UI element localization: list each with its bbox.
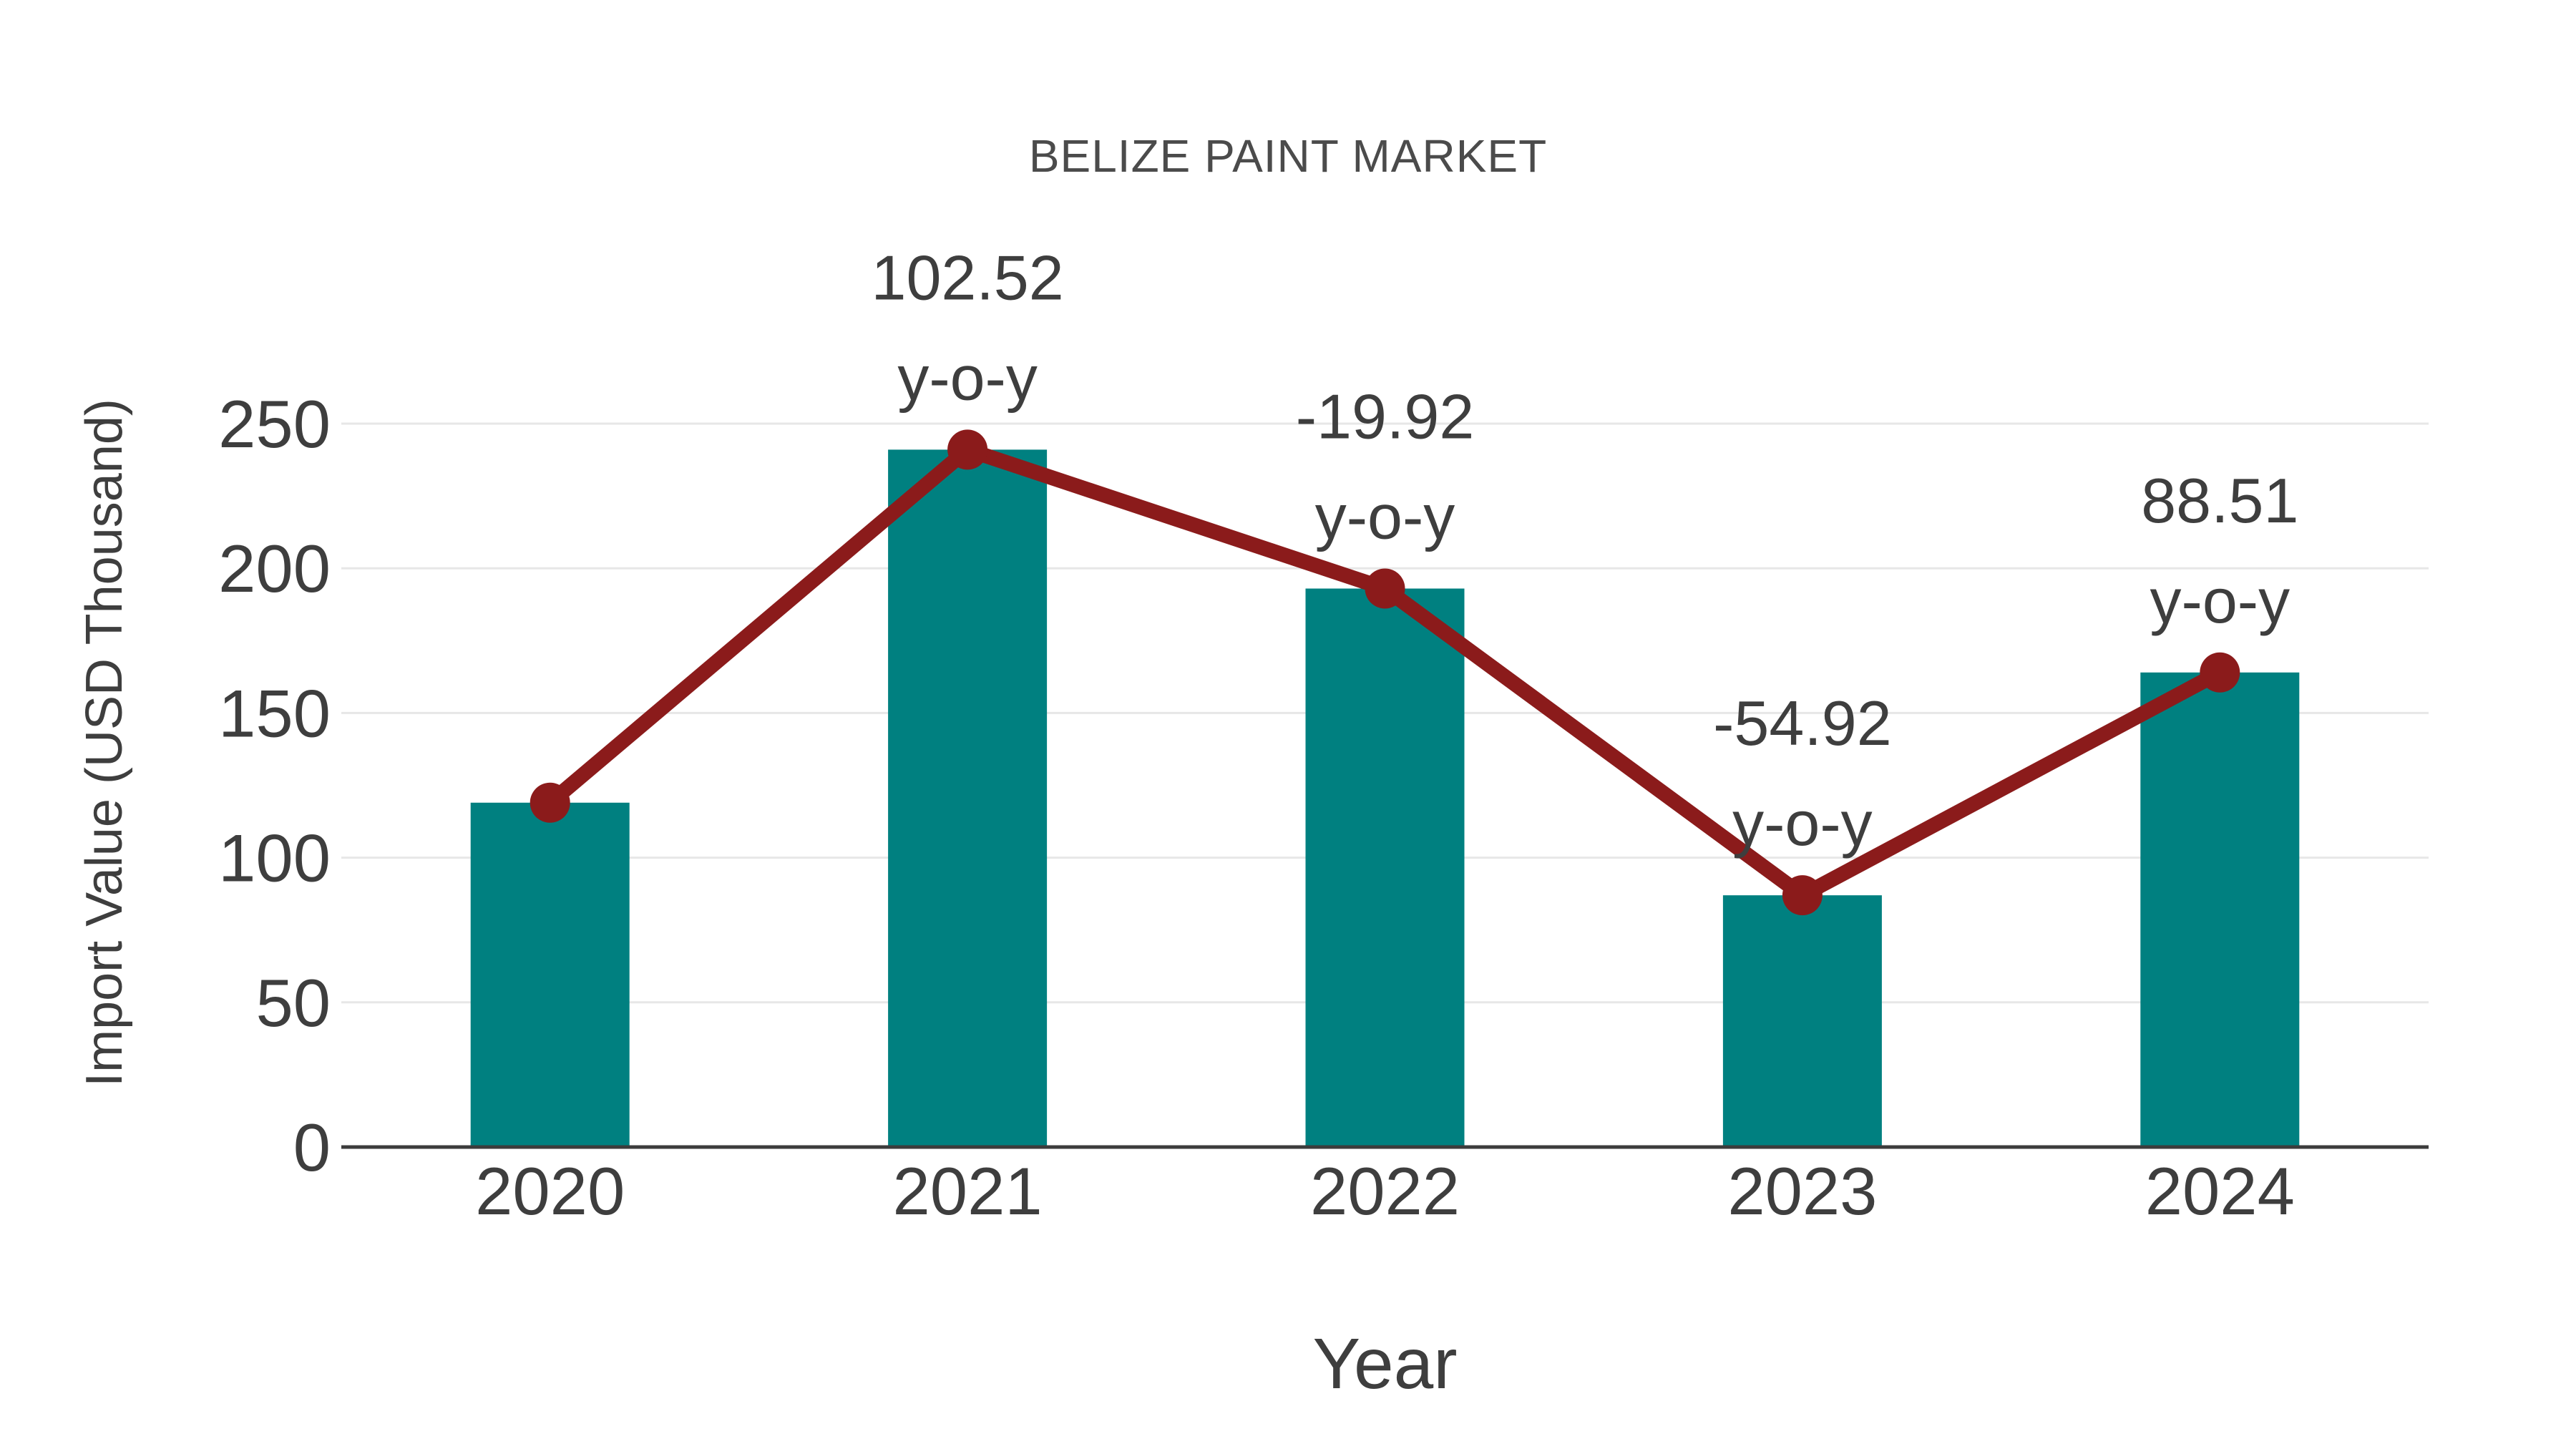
bar-2021 — [888, 449, 1048, 1147]
annotation-2021-value: 102.52 — [872, 242, 1064, 313]
bar-2023 — [1722, 895, 1882, 1147]
y-tick-200: 200 — [218, 531, 331, 606]
y-axis-label: Import Value (USD Thousand) — [76, 399, 133, 1087]
chart-title: BELIZE PAINT MARKET — [1029, 130, 1547, 182]
marker-2022 — [1365, 568, 1405, 609]
annotation-2023-value: -54.92 — [1713, 688, 1892, 758]
x-tick-2024: 2024 — [2145, 1153, 2295, 1229]
x-tick-2023: 2023 — [1727, 1153, 1877, 1229]
annotation-2024-label: y-o-y — [2150, 565, 2290, 636]
bar-2022 — [1305, 588, 1465, 1147]
bar-2024 — [2140, 672, 2300, 1147]
x-axis-label: Year — [1312, 1324, 1457, 1404]
annotation-2024-value: 88.51 — [2141, 465, 2298, 536]
x-tick-2021: 2021 — [893, 1153, 1043, 1229]
annotation-2022-label: y-o-y — [1315, 482, 1455, 552]
bar-2020 — [470, 802, 630, 1147]
y-tick-0: 0 — [293, 1110, 331, 1185]
marker-2024 — [2200, 652, 2240, 693]
y-tick-100: 100 — [218, 821, 331, 896]
annotation-2022-value: -19.92 — [1296, 381, 1475, 452]
y-tick-50: 50 — [255, 965, 331, 1040]
annotation-2023-label: y-o-y — [1732, 788, 1873, 859]
annotation-2021-label: y-o-y — [897, 342, 1038, 413]
x-tick-2020: 2020 — [475, 1153, 625, 1229]
marker-2023 — [1782, 875, 1823, 916]
y-tick-250: 250 — [218, 386, 331, 462]
marker-2021 — [947, 429, 988, 470]
x-tick-2022: 2022 — [1310, 1153, 1460, 1229]
marker-2020 — [530, 782, 570, 823]
y-tick-150: 150 — [218, 675, 331, 751]
